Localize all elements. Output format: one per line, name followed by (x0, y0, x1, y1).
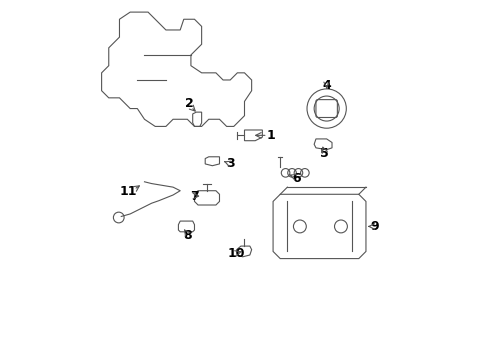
Text: 3: 3 (225, 157, 234, 170)
Text: 4: 4 (322, 79, 330, 92)
Text: 6: 6 (291, 172, 300, 185)
Text: 1: 1 (266, 129, 275, 142)
Text: 8: 8 (183, 229, 191, 242)
Text: 11: 11 (120, 185, 137, 198)
Text: 2: 2 (184, 97, 193, 110)
Text: 10: 10 (227, 247, 245, 260)
Text: 7: 7 (190, 190, 199, 203)
Text: 9: 9 (370, 220, 378, 233)
Text: 5: 5 (320, 147, 328, 160)
